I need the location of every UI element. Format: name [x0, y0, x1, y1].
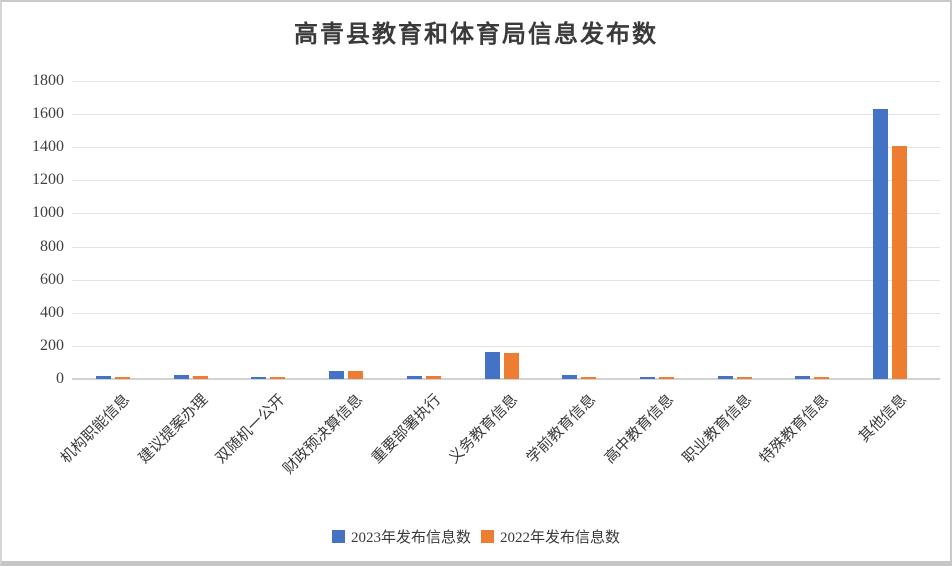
legend-label: 2022年发布信息数	[500, 530, 621, 546]
bar-series2	[581, 377, 597, 379]
bar-series2	[270, 377, 286, 379]
bar-series2	[192, 376, 208, 379]
bar-series2	[736, 376, 752, 379]
legend-label: 2023年发布信息数	[350, 530, 471, 546]
gridline	[72, 114, 940, 116]
bar-series2	[814, 376, 830, 379]
legend-color-swatch	[481, 530, 494, 543]
bar-series2	[892, 146, 908, 379]
y-tick-label: 1000	[32, 204, 64, 222]
bar-series2	[658, 377, 674, 379]
x-category-label: 学前教育信息	[524, 391, 600, 467]
x-category-label: 财政预决算信息	[280, 391, 367, 478]
gridline	[72, 246, 940, 248]
bar-series2	[348, 371, 364, 379]
gridline	[72, 180, 940, 182]
x-category-label: 双随机一公开	[213, 391, 289, 467]
bar-series2	[114, 377, 130, 379]
bar-series1	[484, 351, 500, 379]
x-category-label: 重要部署执行	[368, 391, 444, 467]
legend: 2023年发布信息数 2022年发布信息数	[2, 526, 950, 547]
x-category-label: 义务教育信息	[446, 391, 522, 467]
x-axis-line	[72, 378, 940, 380]
bar-series1	[95, 375, 111, 379]
legend-color-swatch	[331, 530, 345, 543]
x-category-label: 职业教育信息	[679, 391, 755, 467]
y-tick-label: 1400	[32, 138, 64, 156]
bar-series1	[251, 376, 267, 379]
bar-series2	[503, 352, 519, 379]
x-category-label: 高中教育信息	[602, 391, 678, 467]
bar-series1	[639, 376, 655, 379]
gridline	[72, 81, 940, 82]
gridline	[72, 147, 940, 149]
bar-series1	[329, 370, 345, 379]
bar-series2	[425, 375, 441, 379]
y-tick-label: 800	[40, 237, 64, 255]
x-category-label: 其他信息	[856, 391, 911, 446]
y-tick-label: 0	[56, 370, 64, 387]
x-category-label: 特殊教育信息	[757, 391, 833, 467]
gridline	[72, 213, 940, 215]
y-tick-label: 600	[40, 270, 64, 288]
bar-series1	[406, 375, 422, 379]
y-tick-label: 1800	[32, 72, 64, 89]
y-tick-label: 1200	[32, 171, 64, 189]
gridline	[72, 279, 940, 281]
chart-title: 高青县教育和体育局信息发布数	[294, 22, 658, 48]
bar-series1	[173, 375, 189, 379]
x-category-label: 机构职能信息	[58, 391, 134, 467]
y-tick-label: 1600	[32, 105, 64, 123]
bar-series1	[795, 376, 811, 379]
bar-series1	[717, 376, 733, 379]
bar-series1	[873, 109, 889, 379]
legend-item: 2022年发布信息数	[481, 526, 620, 547]
x-category-label: 建议提案办理	[135, 391, 211, 467]
y-tick-label: 400	[40, 303, 64, 321]
bar-series1	[562, 375, 578, 379]
legend-item: 2023年发布信息数	[331, 526, 471, 547]
y-tick-label: 200	[40, 336, 64, 354]
gridline	[72, 312, 940, 314]
gridline	[72, 345, 940, 347]
